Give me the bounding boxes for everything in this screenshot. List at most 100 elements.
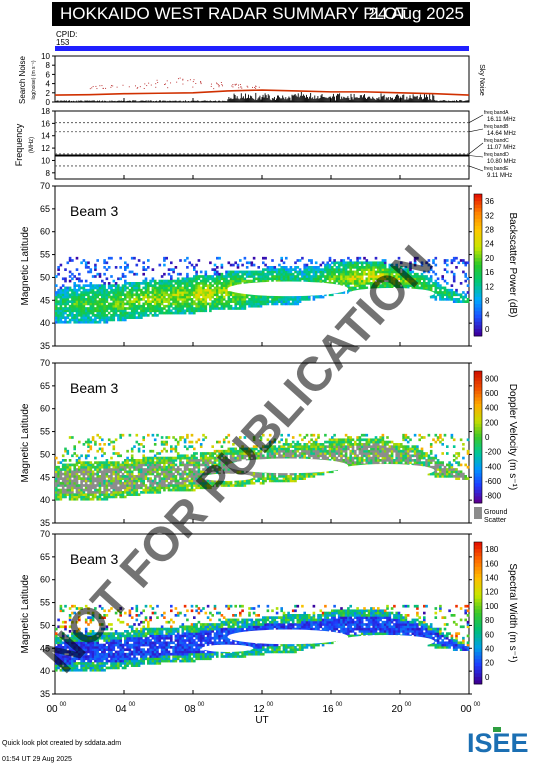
rti-cell <box>395 275 398 278</box>
rti-cell <box>61 320 65 324</box>
rti-cell <box>75 318 79 322</box>
rti-cell <box>356 266 359 269</box>
rti-cell <box>103 316 106 319</box>
rti-cell <box>167 307 171 310</box>
rti-cell <box>268 479 272 483</box>
colorbar-segment <box>474 332 482 337</box>
rti-cell <box>326 270 329 274</box>
rti-cell <box>176 279 180 283</box>
rti-cell <box>310 443 313 446</box>
rti-cell <box>61 484 65 487</box>
rti-cell <box>130 491 134 494</box>
rti-cell <box>193 295 196 299</box>
rti-cell <box>103 493 106 496</box>
rti-cell <box>455 256 458 260</box>
rti-gap <box>227 281 349 297</box>
rti-cell <box>183 456 187 460</box>
rti-cell <box>103 443 106 446</box>
rti-cell <box>103 488 106 492</box>
rti-cell <box>78 272 81 276</box>
rti-cell <box>358 275 362 278</box>
rti-cell <box>117 316 120 319</box>
search-noise-point <box>222 85 224 87</box>
rti-cell <box>87 479 90 483</box>
rti-cell <box>202 468 205 471</box>
rti-cell <box>98 275 102 278</box>
rti-cell <box>216 302 219 306</box>
rti-cell <box>197 302 201 306</box>
rti-cell <box>91 298 95 301</box>
rti-cell <box>147 293 150 297</box>
rti-cell <box>89 268 93 271</box>
rti-cell <box>96 481 99 485</box>
rti-cell <box>149 468 152 471</box>
rti-cell <box>282 456 286 460</box>
rti-cell <box>68 293 72 297</box>
rti-cell <box>289 477 293 480</box>
rti-cell <box>130 461 134 464</box>
rti-cell <box>294 456 297 460</box>
rti-cell <box>55 304 58 308</box>
rti-cell <box>264 300 267 303</box>
rti-cell <box>202 291 205 294</box>
rti-cell <box>289 443 293 446</box>
lat-tick-label: 65 <box>40 204 50 214</box>
rti-cell <box>275 298 279 301</box>
rti-cell <box>130 477 134 480</box>
rti-cell <box>199 477 203 480</box>
rti-cell <box>245 459 249 462</box>
rti-cell <box>114 300 118 303</box>
rti-cell <box>340 275 343 278</box>
rti-cell <box>266 298 270 301</box>
rti-cell <box>390 270 394 274</box>
rti-cell <box>96 475 99 478</box>
rti-cell <box>236 459 240 462</box>
rti-cell <box>282 443 286 446</box>
rti-cell <box>68 320 72 324</box>
rti-cell <box>358 266 362 269</box>
rti-cell <box>82 291 86 294</box>
rti-cell <box>190 293 194 297</box>
lat-tick-label: 50 <box>40 272 50 282</box>
rti-cell <box>404 279 408 283</box>
rti-cell <box>89 291 93 294</box>
rti-cell <box>298 445 302 448</box>
rti-cell <box>342 268 346 271</box>
rti-cell <box>296 454 300 458</box>
rti-cell <box>110 486 113 490</box>
lat-tick-label: 35 <box>40 341 50 351</box>
rti-cell <box>98 302 102 306</box>
rti-cell <box>137 459 141 462</box>
rti-cell <box>103 282 106 285</box>
rti-cell <box>114 470 118 474</box>
rti-cell <box>351 286 355 290</box>
rti-cell <box>112 291 116 294</box>
rti-cell <box>271 277 274 281</box>
rti-cell <box>413 272 417 276</box>
rti-cell <box>98 311 102 315</box>
rti-cell <box>397 256 401 260</box>
rti-cell <box>232 291 235 294</box>
rti-cell <box>204 454 208 458</box>
rti-cell <box>273 300 277 303</box>
rti-cell <box>225 481 228 485</box>
rti-cell <box>202 279 205 283</box>
rti-cell <box>57 318 60 322</box>
rti-cell <box>243 295 247 299</box>
rti-cell <box>75 468 79 471</box>
rti-cell <box>291 295 295 299</box>
rti-cell <box>388 270 392 274</box>
rti-cell <box>220 275 224 278</box>
rti-cell <box>312 277 316 281</box>
rti-cell <box>418 286 421 290</box>
rti-cell <box>121 304 125 308</box>
rti-cell <box>82 298 86 301</box>
rti-cell <box>275 452 279 455</box>
rti-cell <box>344 261 348 265</box>
rti-cell <box>126 488 129 492</box>
rti-cell <box>144 314 148 317</box>
rti-cell <box>55 300 58 303</box>
rti-cell <box>55 475 58 478</box>
rti-cell <box>423 282 426 285</box>
rti-cell <box>248 479 251 483</box>
